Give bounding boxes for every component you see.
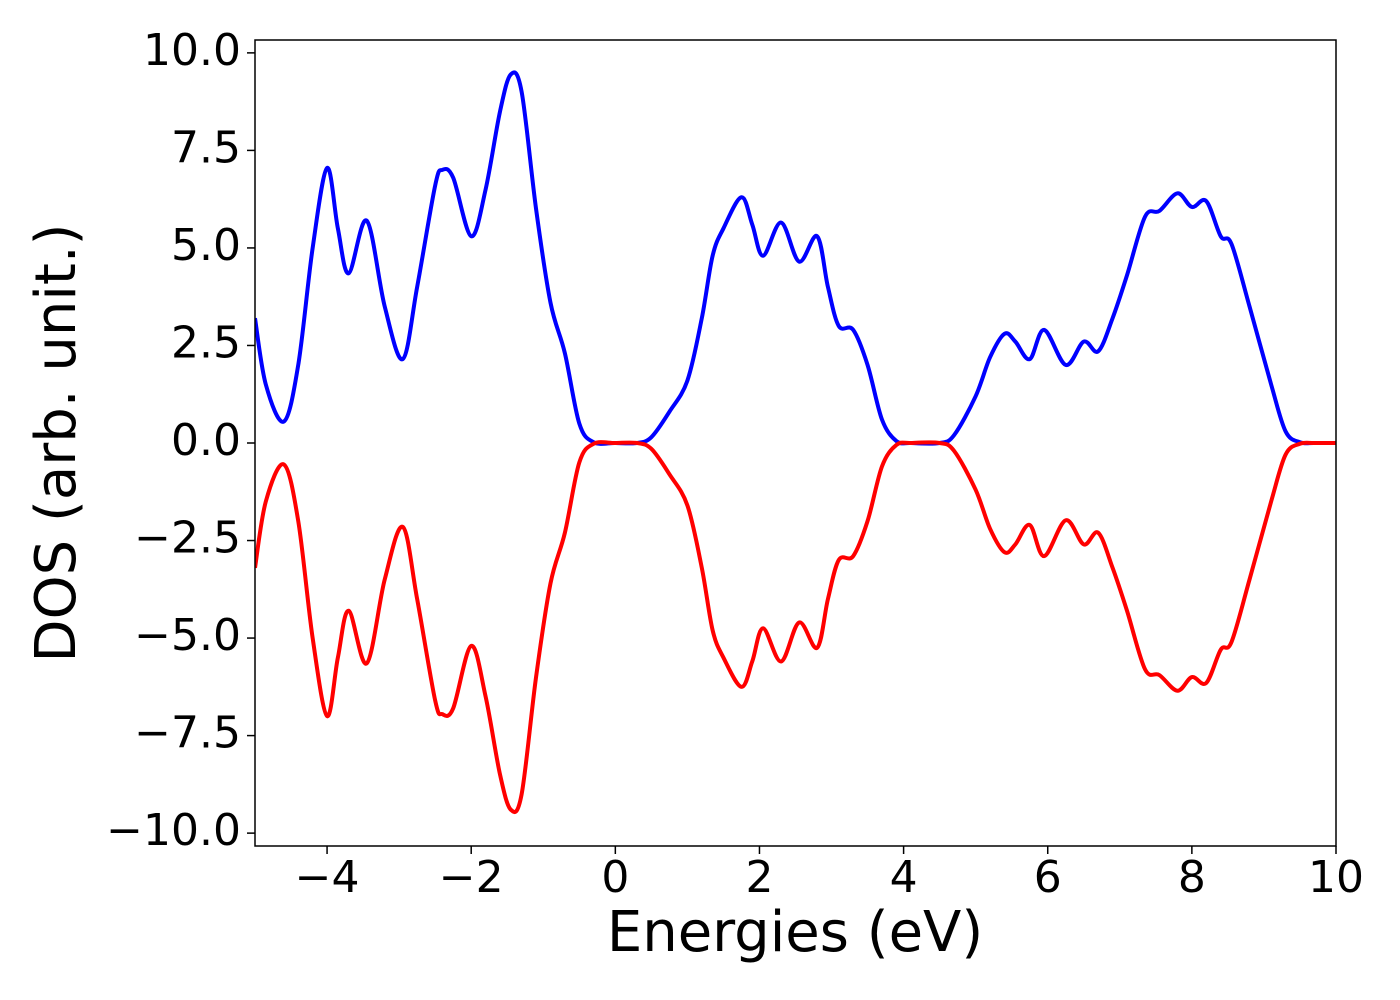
data-line [255,70,1336,446]
x-tick-label: 8 [1178,852,1206,903]
y-tick-label: 7.5 [171,122,241,173]
x-tick-label: 0 [601,852,629,903]
x-tick-label: 6 [1034,852,1062,903]
x-tick-label: 4 [890,852,918,903]
y-axis-label: DOS (arb. unit.) [24,223,89,662]
y-tick-label: −10.0 [106,805,241,856]
y-tick-label: −7.5 [134,708,241,759]
plot-frame [254,39,1337,847]
x-tick-label: −2 [439,852,504,903]
x-axis-label: Energies (eV) [607,900,983,965]
y-tick-label: 10.0 [143,25,241,76]
y-tick-label: 5.0 [171,220,241,271]
y-tick-label: 0.0 [171,415,241,466]
data-line [255,440,1336,815]
x-tick-label: −4 [295,852,360,903]
x-tick-label: 10 [1308,852,1364,903]
y-tick-label: −5.0 [134,610,241,661]
x-tick-label: 2 [745,852,773,903]
y-tick-label: −2.5 [134,513,241,564]
y-tick-label: 2.5 [171,317,241,368]
